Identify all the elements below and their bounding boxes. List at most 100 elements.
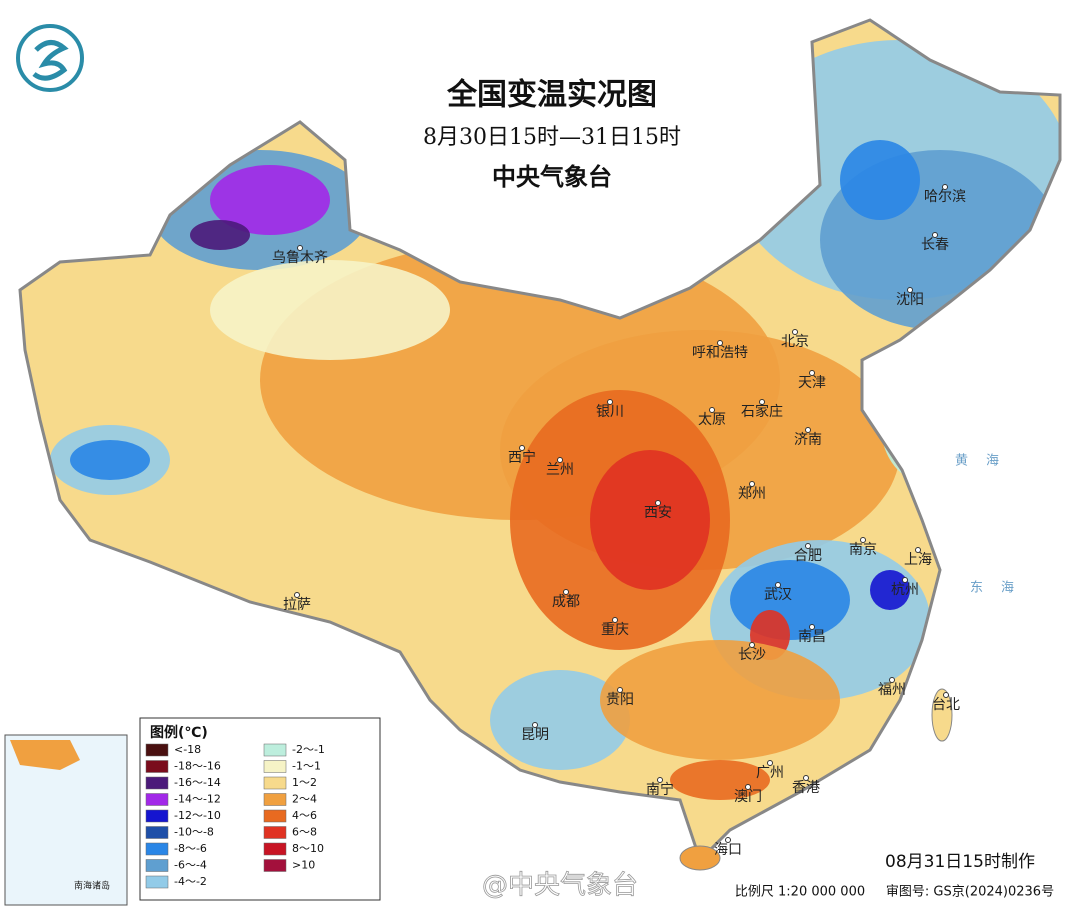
city-label: 南宁 (646, 781, 674, 798)
legend: <-18 -18～-16 -16～-14 -14～-12 -12～-10 -10～-8 -8… (145, 743, 325, 889)
city-marker (889, 677, 895, 683)
city-label: 西安 (644, 505, 672, 521)
city-label: 成都 (552, 594, 580, 610)
temperature-field (600, 640, 840, 760)
temperature-field (190, 220, 250, 250)
city-marker (607, 399, 613, 405)
subtitle: 8月30日15时—31日15时 (423, 125, 681, 150)
city-label: 郑州 (738, 486, 766, 502)
legend-swatch (263, 859, 287, 872)
temperature-field (840, 140, 920, 220)
legend-swatch (145, 842, 169, 856)
city-label: 海口 (714, 842, 742, 858)
city-label: 贵阳 (606, 692, 634, 708)
city-marker (943, 692, 949, 698)
legend-swatch (145, 859, 169, 872)
legend-swatch (145, 809, 169, 823)
city-label: 乌鲁木齐 (272, 250, 328, 266)
legend-swatch (145, 760, 169, 773)
legend-label: 6～8 (292, 826, 317, 839)
city-label: 哈尔滨 (924, 189, 966, 205)
legend-box (139, 717, 381, 901)
inset: 南海诸岛 (4, 734, 128, 906)
city-marker (803, 775, 809, 781)
legend-label: -6～-4 (174, 859, 207, 872)
city-marker (294, 592, 300, 598)
city-marker (749, 642, 755, 648)
city-label: 沈阳 (896, 292, 924, 308)
border (18, 18, 1062, 863)
city-marker (655, 500, 661, 506)
city-marker (749, 481, 755, 487)
city-label: 合肥 (794, 548, 822, 564)
city-marker (759, 399, 765, 405)
city-label: 广州 (756, 765, 784, 781)
legend-label: -1～1 (292, 760, 321, 773)
temperature-field (870, 570, 910, 610)
city-marker (297, 245, 303, 251)
city-label: 西宁 (508, 449, 536, 466)
taiwan (931, 688, 953, 742)
legend-label: 1～2 (292, 776, 317, 789)
scale: 比例尺 1:20 000 000 (735, 885, 865, 900)
legend-swatch (145, 826, 169, 839)
sea-label: 黄海 (955, 454, 1017, 469)
city-marker (860, 537, 866, 543)
city-marker (915, 547, 921, 553)
legend-label: 8～10 (292, 842, 324, 855)
city-label: 重庆 (601, 622, 629, 638)
temperature-field (490, 670, 630, 770)
hainan (679, 845, 721, 871)
city-marker (809, 624, 815, 630)
title: 全国变温实况图 (446, 78, 657, 113)
city-marker (519, 445, 525, 451)
temperature-field (210, 165, 330, 235)
city-marker (709, 407, 715, 413)
sea-label: 东海 (970, 581, 1032, 596)
temperature-field (70, 440, 150, 480)
city-label: 长沙 (738, 647, 766, 663)
city-label: 太原 (698, 412, 726, 428)
legend-swatch (145, 743, 169, 757)
city-marker (725, 837, 731, 843)
legend-swatch (263, 826, 287, 839)
city-marker (745, 784, 751, 790)
city-label: 台北 (932, 697, 960, 713)
legend-swatch (263, 776, 287, 790)
city-label: 天津 (798, 375, 826, 391)
legend-label: >10 (292, 859, 315, 872)
city-marker (563, 589, 569, 595)
city-label: 福州 (878, 682, 906, 698)
legend-label: -4～-2 (174, 875, 207, 888)
city-marker (717, 340, 723, 346)
legend-swatch (263, 842, 287, 856)
legend-swatch (263, 793, 287, 806)
city-marker (775, 582, 781, 588)
temperature-field (210, 260, 450, 360)
city-label: 银川 (596, 404, 624, 420)
city-label: 兰州 (546, 462, 574, 478)
logo (16, 24, 84, 92)
city-label: 长春 (921, 237, 949, 253)
temperature-field (670, 760, 770, 800)
city-label: 拉萨 (283, 597, 311, 613)
legend-swatch (263, 760, 287, 773)
city-label: 济南 (794, 432, 822, 448)
inset-land (10, 740, 80, 770)
legend-label: -2～-1 (292, 743, 325, 756)
legend-label: -18～-16 (174, 760, 221, 773)
temperature-field (590, 450, 710, 590)
city-label: 呼和浩特 (692, 345, 748, 361)
city-label: 武汉 (764, 587, 792, 603)
city-marker (932, 232, 938, 238)
city-marker (902, 577, 908, 583)
city-label: 杭州 (891, 582, 919, 598)
city-label: 香港 (792, 780, 820, 796)
legend-label: -10～-8 (174, 826, 214, 839)
city-label: 南京 (849, 542, 877, 558)
city-label: 澳门 (734, 789, 762, 805)
organization: 中央气象台 (492, 163, 612, 191)
legend-swatch (263, 743, 287, 757)
city-label: 昆明 (521, 727, 549, 743)
